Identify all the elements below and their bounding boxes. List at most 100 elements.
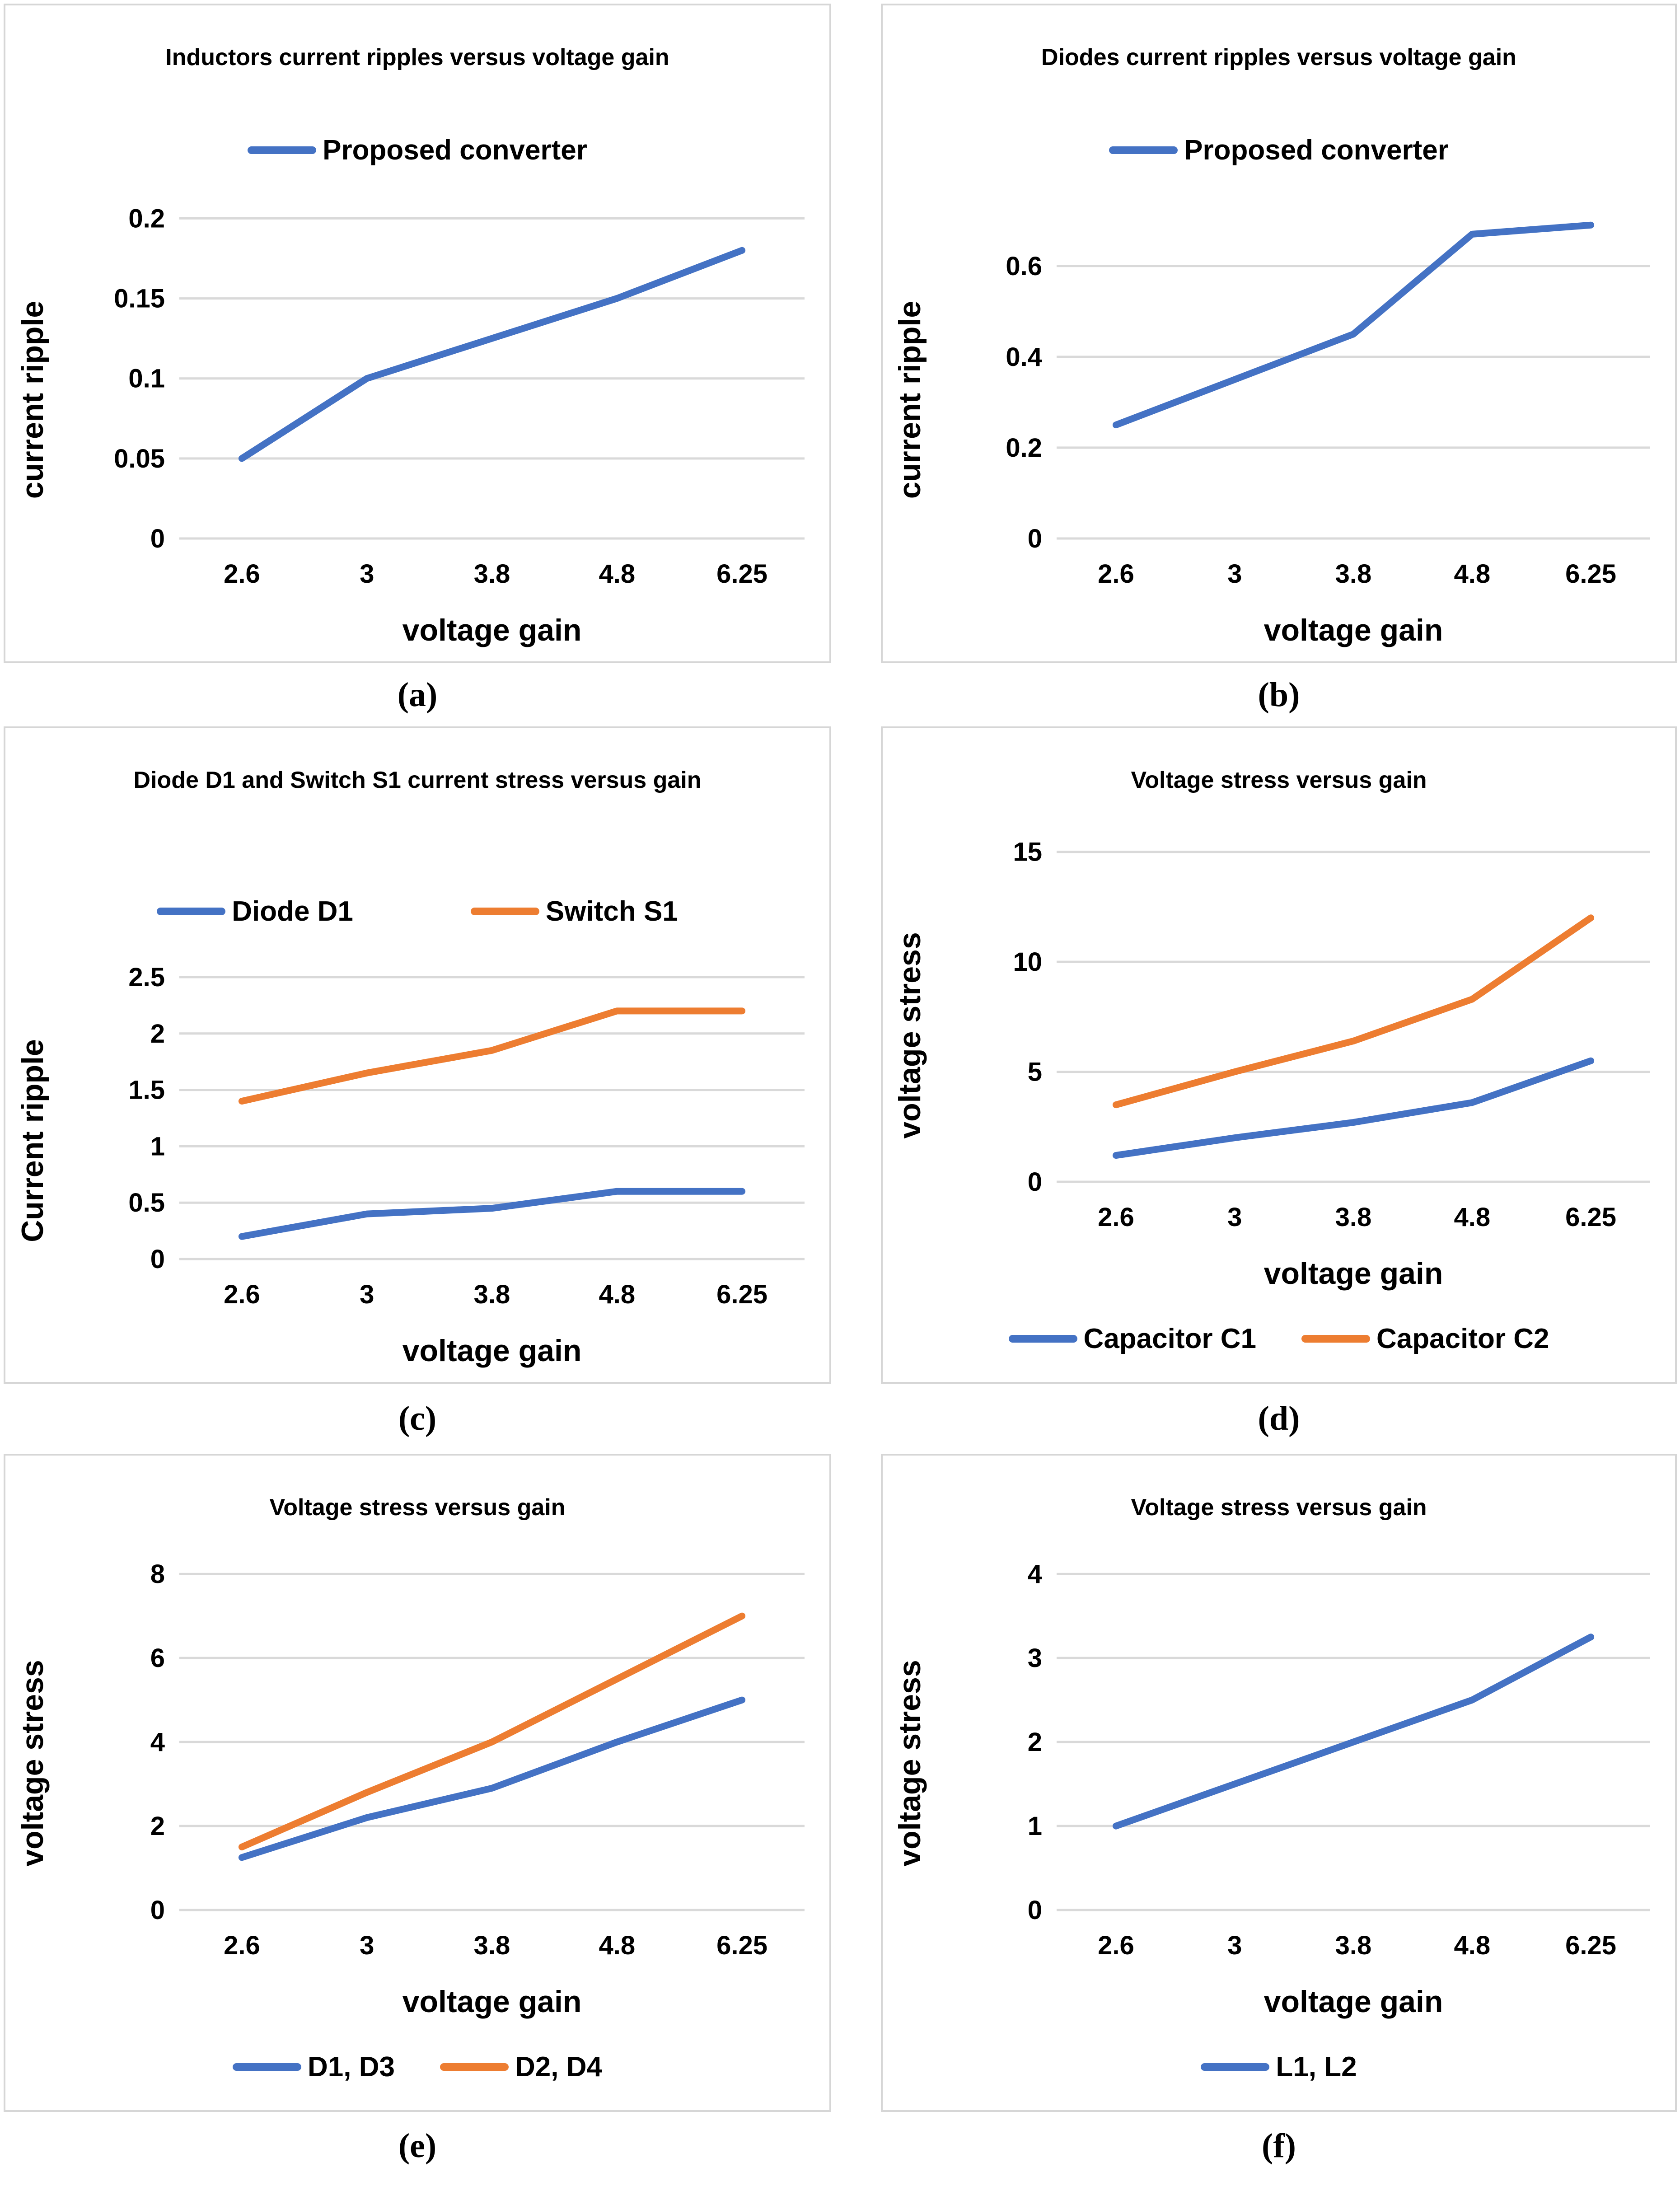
x-tick-label: 3.8 bbox=[474, 559, 510, 589]
chart-panel-c: Diode D1 and Switch S1 current stress ve… bbox=[4, 726, 831, 1384]
y-tick-label: 0.2 bbox=[1006, 433, 1042, 463]
x-tick-label: 3 bbox=[360, 559, 374, 589]
plot-row: current ripple 0 0.05 0.1 0.15 0.2 2.6 3 3.8 4.8… bbox=[5, 193, 829, 606]
chart-title: Voltage stress versus gain bbox=[269, 1494, 566, 1521]
y-axis-title-column: current ripple bbox=[883, 193, 937, 606]
plot-row: voltage stress 0 1 2 3 4 2.6 3 3.8 4.8 6.25 bbox=[883, 1548, 1675, 1978]
y-axis-title-column: voltage stress bbox=[883, 1548, 937, 1978]
chart-legend: Proposed converter bbox=[883, 134, 1675, 166]
y-axis-title-column: voltage stress bbox=[5, 1548, 60, 1978]
x-tick-label: 2.6 bbox=[1098, 559, 1134, 589]
series-line bbox=[238, 1188, 746, 1240]
x-tick-label: 4.8 bbox=[1454, 1203, 1490, 1232]
y-axis-title-column: current ripple bbox=[5, 193, 60, 606]
chart-title: Diode D1 and Switch S1 current stress ve… bbox=[133, 767, 702, 793]
caption-a: (a) bbox=[397, 675, 438, 714]
y-tick-label: 0 bbox=[150, 1245, 165, 1274]
y-axis-title: voltage stress bbox=[893, 1659, 927, 1867]
legend-entry: Capacitor C2 bbox=[1301, 1323, 1549, 1355]
x-axis-title: voltage gain bbox=[1264, 1985, 1443, 2019]
series-line bbox=[1112, 1057, 1595, 1159]
y-tick-label: 8 bbox=[150, 1559, 165, 1589]
x-tick-label: 3 bbox=[1227, 1203, 1242, 1232]
chart-panel-b: Diodes current ripples versus voltage ga… bbox=[881, 4, 1677, 663]
chart-title: Voltage stress versus gain bbox=[1131, 767, 1427, 793]
y-tick-label: 0.4 bbox=[1006, 342, 1042, 372]
x-axis-title: voltage gain bbox=[1264, 1256, 1443, 1291]
y-tick-label: 4 bbox=[150, 1728, 165, 1757]
series-line bbox=[238, 1007, 746, 1105]
chart-title: Inductors current ripples versus voltage… bbox=[165, 44, 669, 70]
y-axis-title-column: voltage stress bbox=[883, 821, 937, 1250]
legend-line-marker bbox=[1109, 146, 1178, 154]
x-tick-label: 3.8 bbox=[474, 1931, 510, 1960]
y-tick-label: 0.1 bbox=[128, 364, 165, 393]
plot-row: voltage stress 0 5 10 15 2.6 3 3.8 4.8 6.25 bbox=[883, 821, 1675, 1250]
y-tick-label: 0.05 bbox=[114, 444, 165, 473]
plot-row: Current ripple 0 0.5 1 1.5 2 2.5 2.6 3 3.8 4.8 6.2… bbox=[5, 955, 829, 1327]
y-tick-label: 2 bbox=[150, 1812, 165, 1841]
legend-line-marker bbox=[157, 908, 226, 915]
chart-legend: D1, D3 D2, D4 bbox=[5, 2051, 829, 2083]
y-tick-label: 6 bbox=[150, 1643, 165, 1673]
chart-panel-e: Voltage stress versus gain voltage stres… bbox=[4, 1454, 831, 2112]
legend-label: Capacitor C1 bbox=[1083, 1323, 1256, 1354]
series-line bbox=[1112, 1634, 1595, 1830]
legend-label: D1, D3 bbox=[308, 2051, 395, 2083]
legend-entry: Diode D1 bbox=[157, 895, 353, 927]
plot-area: 0 1 2 3 4 2.6 3 3.8 4.8 6.25 bbox=[1028, 1559, 1650, 1960]
legend-entry: Proposed converter bbox=[1109, 134, 1449, 166]
x-tick-label: 4.8 bbox=[599, 1931, 635, 1960]
x-axis-title: voltage gain bbox=[402, 613, 582, 647]
x-tick-label: 3 bbox=[1227, 1931, 1242, 1960]
plot-area: 0 2 4 6 8 2.6 3 3.8 4.8 6.25 bbox=[150, 1559, 805, 1960]
x-tick-label: 6.25 bbox=[1565, 1203, 1616, 1232]
legend-line-marker bbox=[1301, 1335, 1370, 1343]
x-tick-label: 3.8 bbox=[474, 1280, 510, 1309]
chart-legend: Capacitor C1 Capacitor C2 bbox=[883, 1323, 1675, 1355]
y-tick-label: 0.6 bbox=[1006, 252, 1042, 281]
chart-panel-d: Voltage stress versus gain voltage stres… bbox=[881, 726, 1677, 1384]
y-tick-label: 4 bbox=[1028, 1559, 1042, 1589]
y-tick-label: 2 bbox=[150, 1019, 165, 1049]
x-tick-label: 2.6 bbox=[1098, 1931, 1134, 1960]
y-tick-label: 0.5 bbox=[128, 1188, 165, 1217]
y-axis-title: voltage stress bbox=[893, 932, 927, 1139]
y-tick-label: 0.15 bbox=[114, 284, 165, 314]
caption-e: (e) bbox=[398, 2126, 437, 2165]
y-tick-label: 0 bbox=[1028, 1896, 1042, 1925]
series-line bbox=[238, 1696, 746, 1861]
legend-entry: L1, L2 bbox=[1201, 2051, 1357, 2083]
x-tick-label: 2.6 bbox=[224, 1931, 260, 1960]
x-axis-title: voltage gain bbox=[1264, 613, 1443, 647]
plot-row: voltage stress 0 2 4 6 8 2.6 3 3.8 4.8 6.25 bbox=[5, 1548, 829, 1978]
x-tick-label: 3.8 bbox=[1335, 1931, 1372, 1960]
y-tick-label: 5 bbox=[1028, 1058, 1042, 1087]
y-tick-label: 15 bbox=[1013, 838, 1042, 867]
legend-line-marker bbox=[1008, 1335, 1077, 1343]
legend-entry: D2, D4 bbox=[440, 2051, 602, 2083]
caption-c: (c) bbox=[398, 1400, 437, 1437]
caption-d: (d) bbox=[1258, 1400, 1300, 1437]
y-axis-title-column: Current ripple bbox=[5, 955, 60, 1327]
x-tick-label: 2.6 bbox=[1098, 1203, 1134, 1232]
series-line bbox=[238, 1612, 746, 1851]
chart-title: Diodes current ripples versus voltage ga… bbox=[1041, 44, 1516, 70]
y-tick-label: 0 bbox=[150, 524, 165, 553]
legend-line-marker bbox=[1201, 2063, 1270, 2071]
x-tick-label: 4.8 bbox=[1454, 559, 1490, 589]
plot-area: 0 5 10 15 2.6 3 3.8 4.8 6.25 bbox=[1013, 838, 1650, 1232]
x-tick-label: 3 bbox=[360, 1280, 374, 1309]
y-axis-title: current ripple bbox=[15, 300, 50, 499]
legend-label: Proposed converter bbox=[323, 135, 587, 166]
series-line bbox=[1112, 914, 1595, 1109]
x-axis-title: voltage gain bbox=[402, 1334, 582, 1368]
caption-f: (f) bbox=[1262, 2126, 1296, 2165]
legend-entry: Capacitor C1 bbox=[1008, 1323, 1256, 1355]
x-tick-label: 6.25 bbox=[716, 1280, 767, 1309]
legend-line-marker bbox=[440, 2063, 509, 2071]
series-line bbox=[1112, 221, 1595, 429]
chart-title: Voltage stress versus gain bbox=[1131, 1494, 1427, 1521]
legend-line-marker bbox=[233, 2063, 302, 2071]
